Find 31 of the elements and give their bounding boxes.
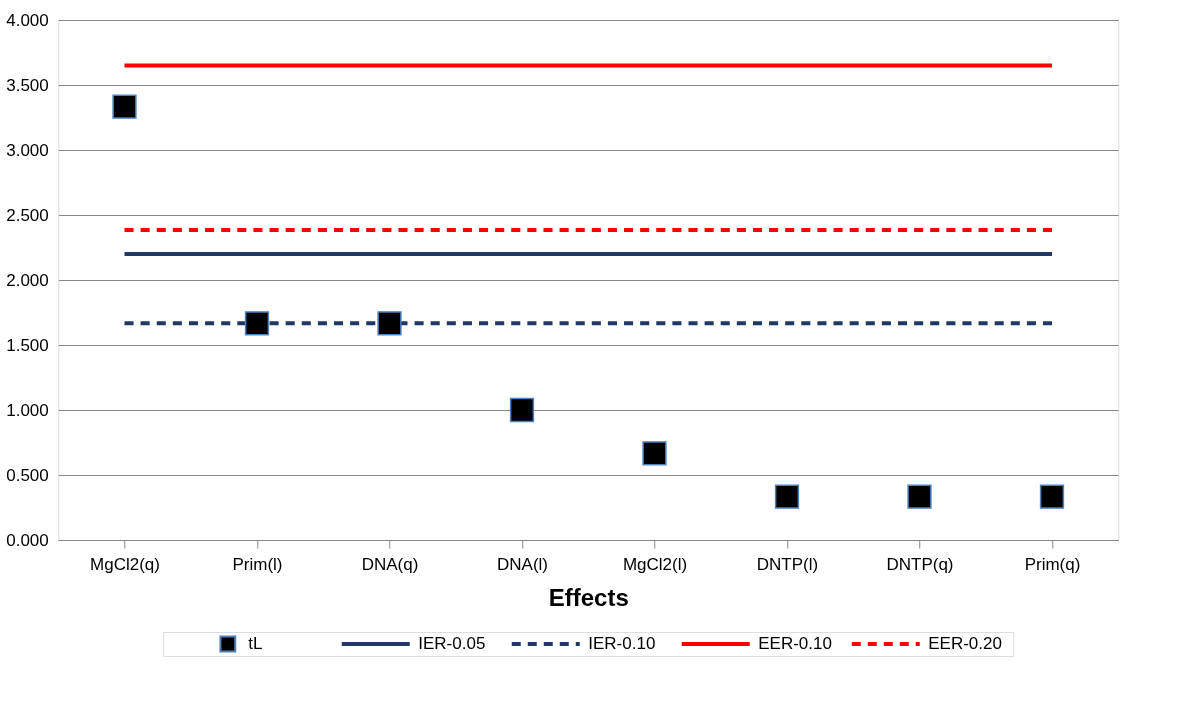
y-tick-label: 2.000 bbox=[6, 270, 49, 290]
point bbox=[642, 441, 667, 466]
y-tick-label: 1.000 bbox=[6, 400, 49, 420]
x-tick-label: DNA(l) bbox=[497, 554, 548, 574]
point bbox=[112, 94, 137, 119]
point bbox=[1039, 484, 1065, 509]
point bbox=[774, 484, 800, 509]
x-tick-label: MgCl2(q) bbox=[90, 554, 160, 574]
x-tick-label: Prim(q) bbox=[1024, 554, 1081, 574]
y-tick-label: 3.500 bbox=[6, 75, 49, 95]
x-tick-label: Prim(l) bbox=[232, 554, 283, 574]
x-tick-label: DNTP(l) bbox=[756, 554, 819, 574]
x-tick-label: DNA(q) bbox=[361, 554, 419, 574]
x-axis-title: Effects bbox=[548, 583, 629, 611]
legend-label: IER-0.05 bbox=[418, 634, 486, 653]
y-tick-label: 3.000 bbox=[6, 140, 49, 160]
y-tick-label: 4.000 bbox=[6, 10, 49, 30]
x-tick-label: DNTP(q) bbox=[886, 554, 954, 574]
legend-label: tL bbox=[248, 634, 263, 653]
point bbox=[377, 311, 402, 336]
y-tick-label: 0.500 bbox=[6, 465, 49, 485]
legend-label: IER-0.10 bbox=[588, 634, 656, 653]
y-tick-label: 0.000 bbox=[6, 530, 49, 550]
y-tick-label: 1.500 bbox=[6, 335, 49, 355]
legend-label: EER-0.10 bbox=[758, 634, 832, 653]
y-tick-label: 2.500 bbox=[6, 205, 49, 225]
point bbox=[509, 397, 535, 423]
x-tick-label: MgCl2(l) bbox=[622, 554, 688, 574]
point bbox=[907, 484, 932, 509]
point bbox=[244, 311, 270, 336]
legend-label: EER-0.20 bbox=[928, 634, 1002, 653]
